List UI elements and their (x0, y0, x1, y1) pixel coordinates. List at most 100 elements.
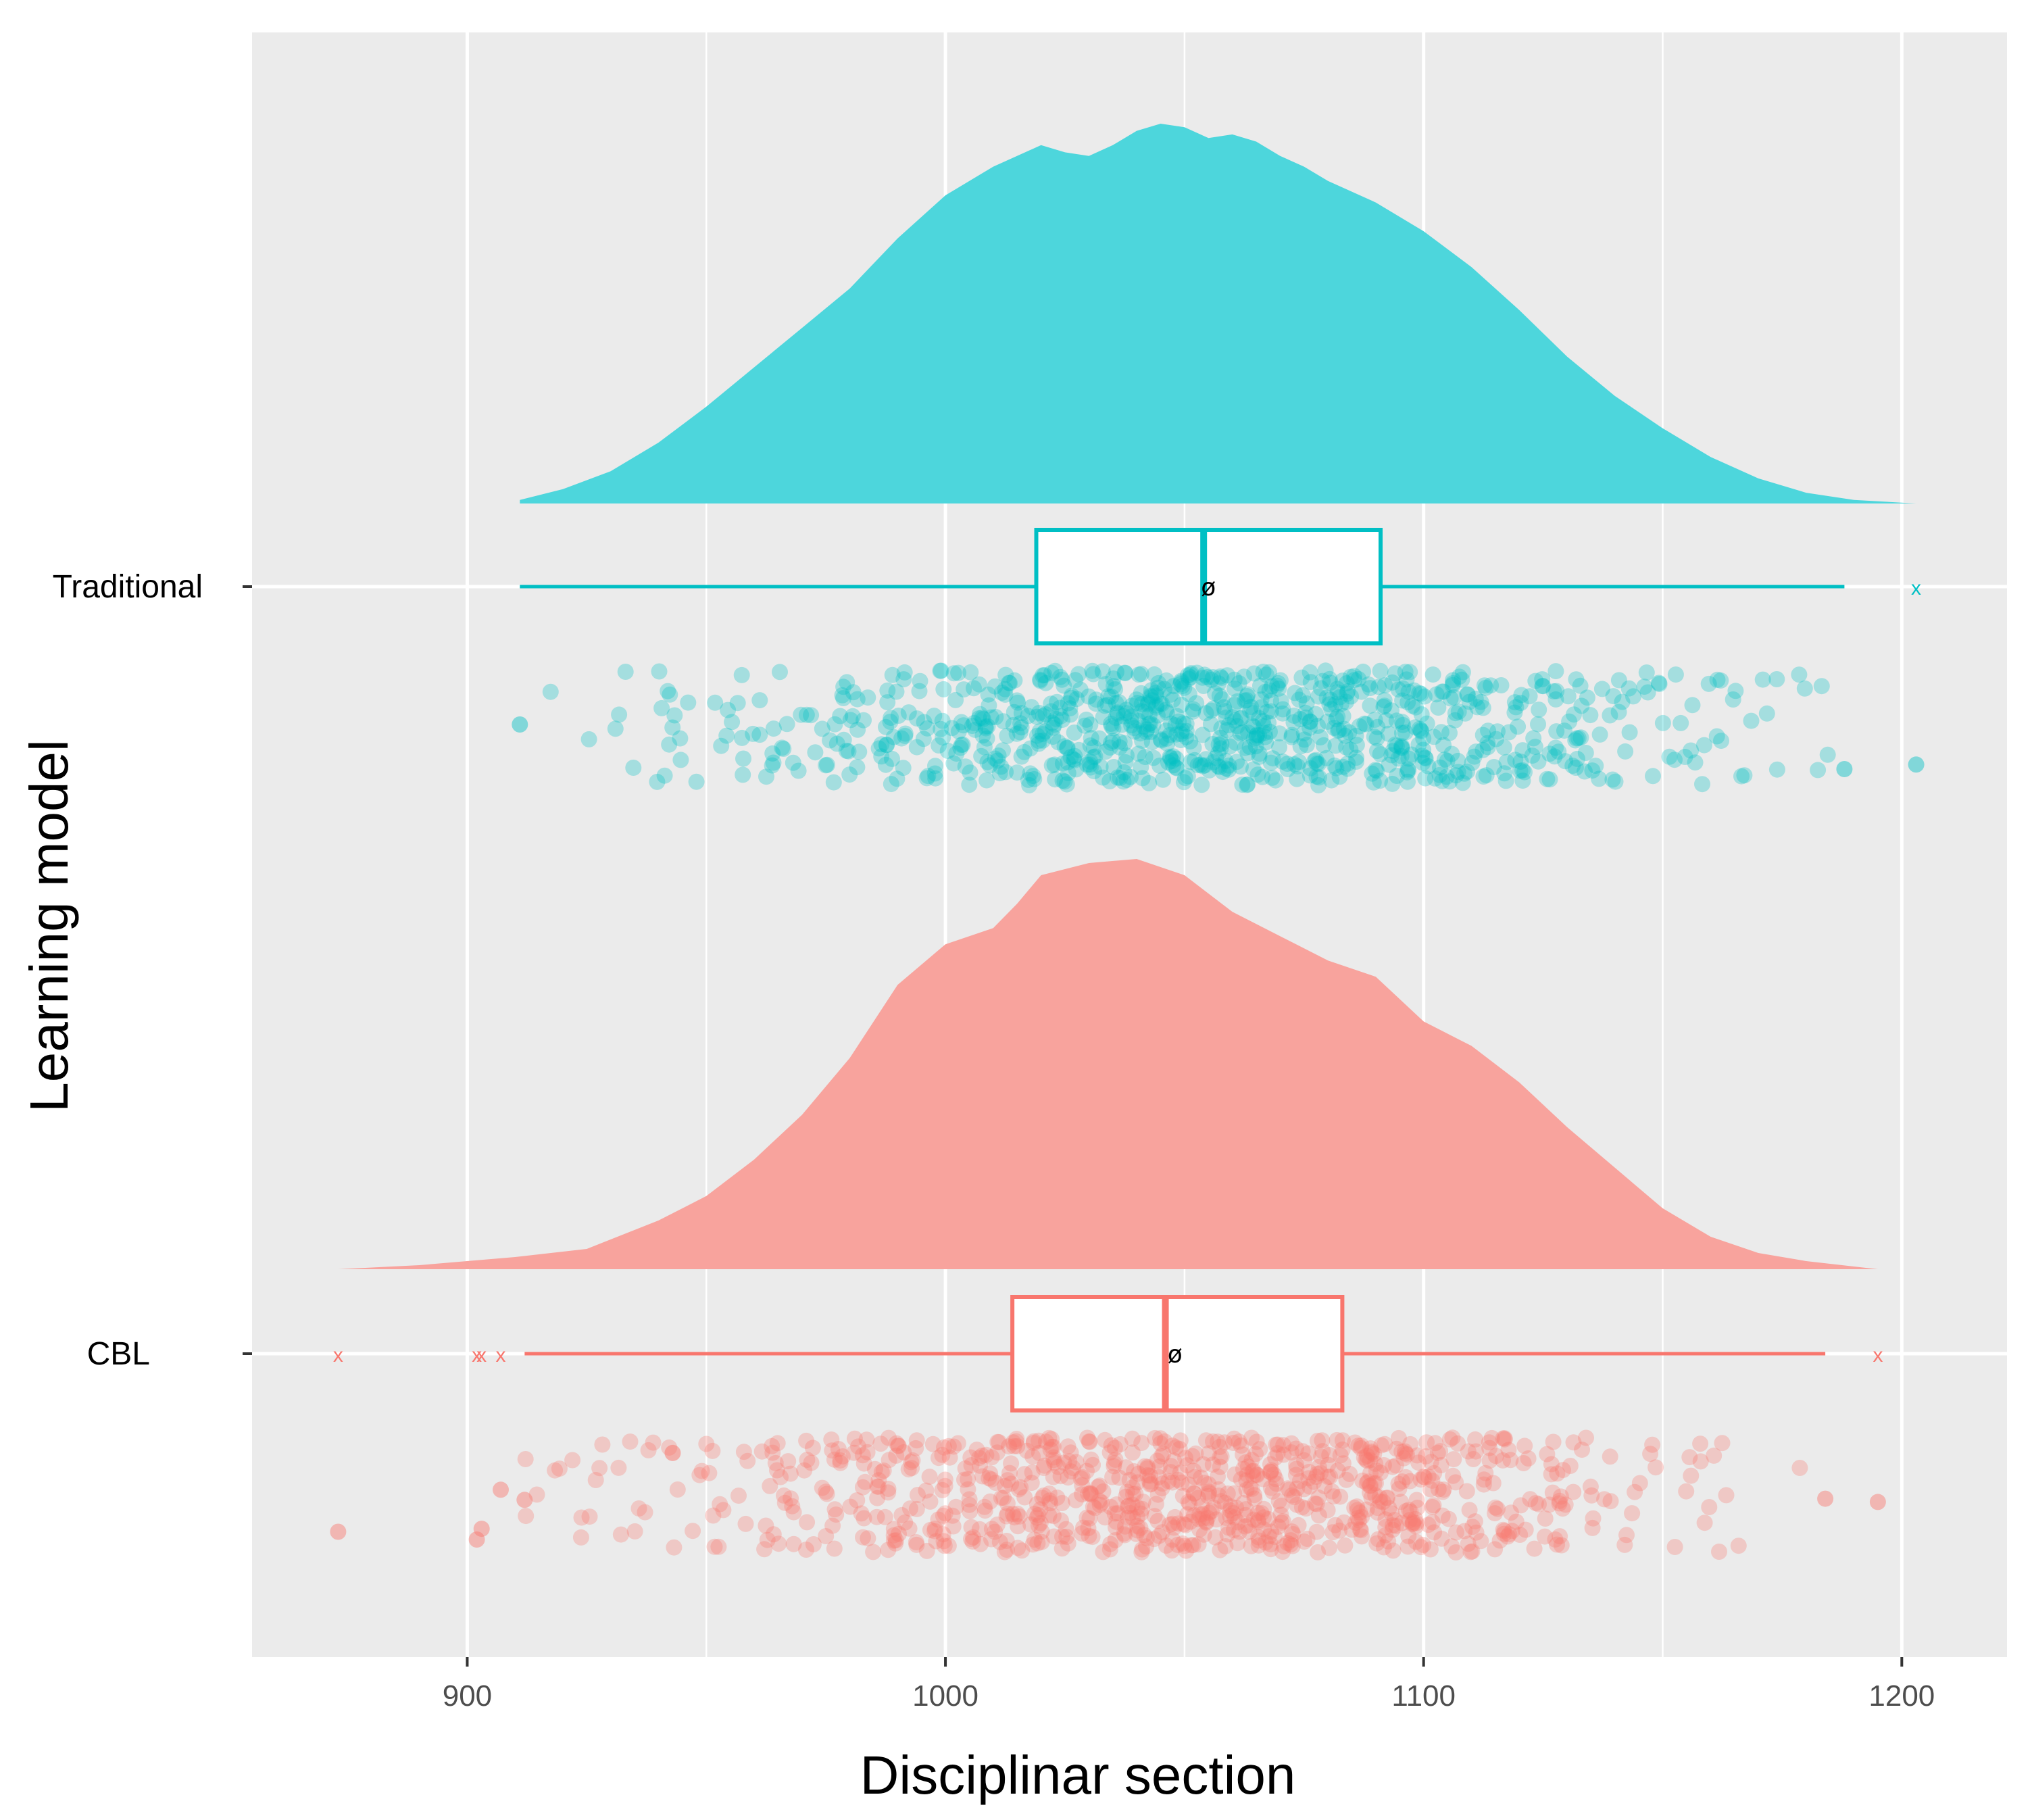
rain-point-traditional (908, 739, 925, 756)
rain-point-traditional (916, 714, 933, 731)
rain-point-traditional (1539, 770, 1556, 787)
rain-point-cbl (1133, 1544, 1150, 1560)
rain-point-traditional (1079, 756, 1095, 773)
rain-point-traditional (1377, 677, 1393, 694)
rain-point-traditional (1001, 674, 1018, 691)
rain-point-traditional (1084, 662, 1101, 679)
rain-point-traditional (1158, 722, 1174, 739)
rain-point-cbl (572, 1529, 589, 1546)
rain-point-cbl (1250, 1532, 1267, 1549)
rain-point-cbl (1299, 1531, 1316, 1547)
rain-point-cbl (1008, 1431, 1025, 1448)
rain-point-cbl (796, 1462, 813, 1479)
rain-point-cbl (1041, 1492, 1058, 1509)
rain-point-traditional (1105, 733, 1121, 749)
rain-point-cbl (1014, 1542, 1031, 1559)
rain-point-cbl (1191, 1506, 1208, 1523)
rain-point-cbl (859, 1444, 876, 1460)
rain-point-cbl (1373, 1437, 1390, 1454)
rain-point-cbl (1692, 1435, 1709, 1452)
rain-point-cbl (765, 1526, 782, 1543)
rain-point-traditional (1257, 683, 1274, 700)
rain-point-traditional (1009, 764, 1026, 781)
rain-point-cbl (887, 1532, 904, 1549)
rain-point-traditional (1271, 739, 1287, 756)
rain-point-cbl (1226, 1485, 1243, 1502)
rain-point-traditional (1393, 739, 1410, 756)
rain-point-traditional (1388, 712, 1405, 729)
rain-point-cbl (999, 1472, 1016, 1489)
rain-point-cbl (1186, 1469, 1203, 1485)
rain-point-traditional (1534, 671, 1551, 688)
rain-point-cbl (1171, 1440, 1188, 1457)
rain-point-traditional (1068, 761, 1085, 778)
rain-point-cbl (1310, 1489, 1327, 1506)
rain-point-cbl (1285, 1526, 1302, 1542)
rain-point-traditional (1240, 724, 1257, 741)
rain-point-traditional (1034, 726, 1051, 743)
rain-point-cbl (1064, 1460, 1081, 1477)
rain-point-traditional (1126, 723, 1143, 740)
rain-point-cbl (776, 1494, 793, 1511)
rain-point-cbl (1083, 1486, 1100, 1503)
rain-point-traditional (1475, 727, 1491, 743)
rain-point-traditional (1591, 770, 1608, 787)
rain-point-traditional (1459, 686, 1476, 703)
rain-point-cbl (1434, 1507, 1451, 1524)
rain-point-traditional (1323, 772, 1340, 789)
rain-point-traditional (1368, 743, 1385, 760)
rain-point-traditional (926, 765, 943, 782)
rain-point-cbl (803, 1454, 820, 1471)
outlier-cbl: x (1873, 1344, 1883, 1367)
rain-point-traditional (1404, 697, 1421, 714)
rain-point-traditional (1512, 762, 1529, 779)
rain-point-traditional (1264, 769, 1281, 786)
rain-point-traditional (1567, 732, 1584, 749)
rain-point-cbl (1006, 1437, 1022, 1454)
rain-point-traditional (1547, 663, 1564, 680)
x-axis-title: Disciplinar section (860, 1745, 1296, 1805)
rain-point-traditional (947, 691, 964, 708)
rain-point-cbl (974, 1468, 991, 1485)
rain-point-traditional (1195, 678, 1212, 694)
rain-point-traditional (1362, 680, 1379, 697)
rain-point-cbl (1395, 1450, 1412, 1467)
rain-point-cbl (1003, 1475, 1020, 1492)
rain-point-traditional (993, 685, 1010, 701)
rain-point-cbl (1074, 1469, 1091, 1485)
rain-point-traditional (1297, 709, 1314, 726)
rain-point-cbl (1139, 1460, 1156, 1477)
rain-point-cbl (1368, 1475, 1384, 1492)
rain-point-cbl (1245, 1462, 1262, 1479)
rain-point-traditional (1302, 719, 1318, 736)
rain-point-traditional (1246, 665, 1262, 682)
rain-point-cbl (1006, 1509, 1023, 1526)
rain-point-cbl (1074, 1477, 1091, 1494)
rain-point-traditional (1173, 674, 1190, 691)
rain-point-traditional (1118, 702, 1135, 718)
rain-point-cbl (1036, 1457, 1053, 1474)
rain-point-cbl (1362, 1477, 1379, 1494)
rain-point-cbl (1073, 1525, 1090, 1542)
rain-point-cbl (1186, 1507, 1202, 1524)
rain-point-cbl (1372, 1493, 1389, 1510)
rain-point-cbl (1133, 1505, 1149, 1522)
rain-point-traditional (1231, 675, 1247, 691)
rain-point-cbl (1384, 1521, 1401, 1538)
rain-point-cbl (872, 1435, 889, 1452)
rain-point-cbl (1035, 1487, 1052, 1504)
rain-point-traditional (1368, 762, 1385, 779)
rain-point-traditional (1135, 718, 1152, 735)
rain-point-cbl (551, 1460, 568, 1477)
rain-point-cbl (880, 1481, 897, 1497)
rain-point-cbl (1216, 1434, 1233, 1451)
rain-point-cbl (1139, 1458, 1156, 1475)
rain-point-cbl (1034, 1490, 1051, 1506)
rain-point-cbl (1393, 1443, 1410, 1460)
rain-point-traditional (995, 713, 1012, 730)
rain-point-cbl (1366, 1475, 1383, 1492)
rain-point-traditional (885, 729, 902, 745)
rain-point-traditional (1617, 743, 1634, 760)
rain-point-cbl (1079, 1509, 1095, 1526)
rain-point-traditional (1547, 739, 1564, 756)
